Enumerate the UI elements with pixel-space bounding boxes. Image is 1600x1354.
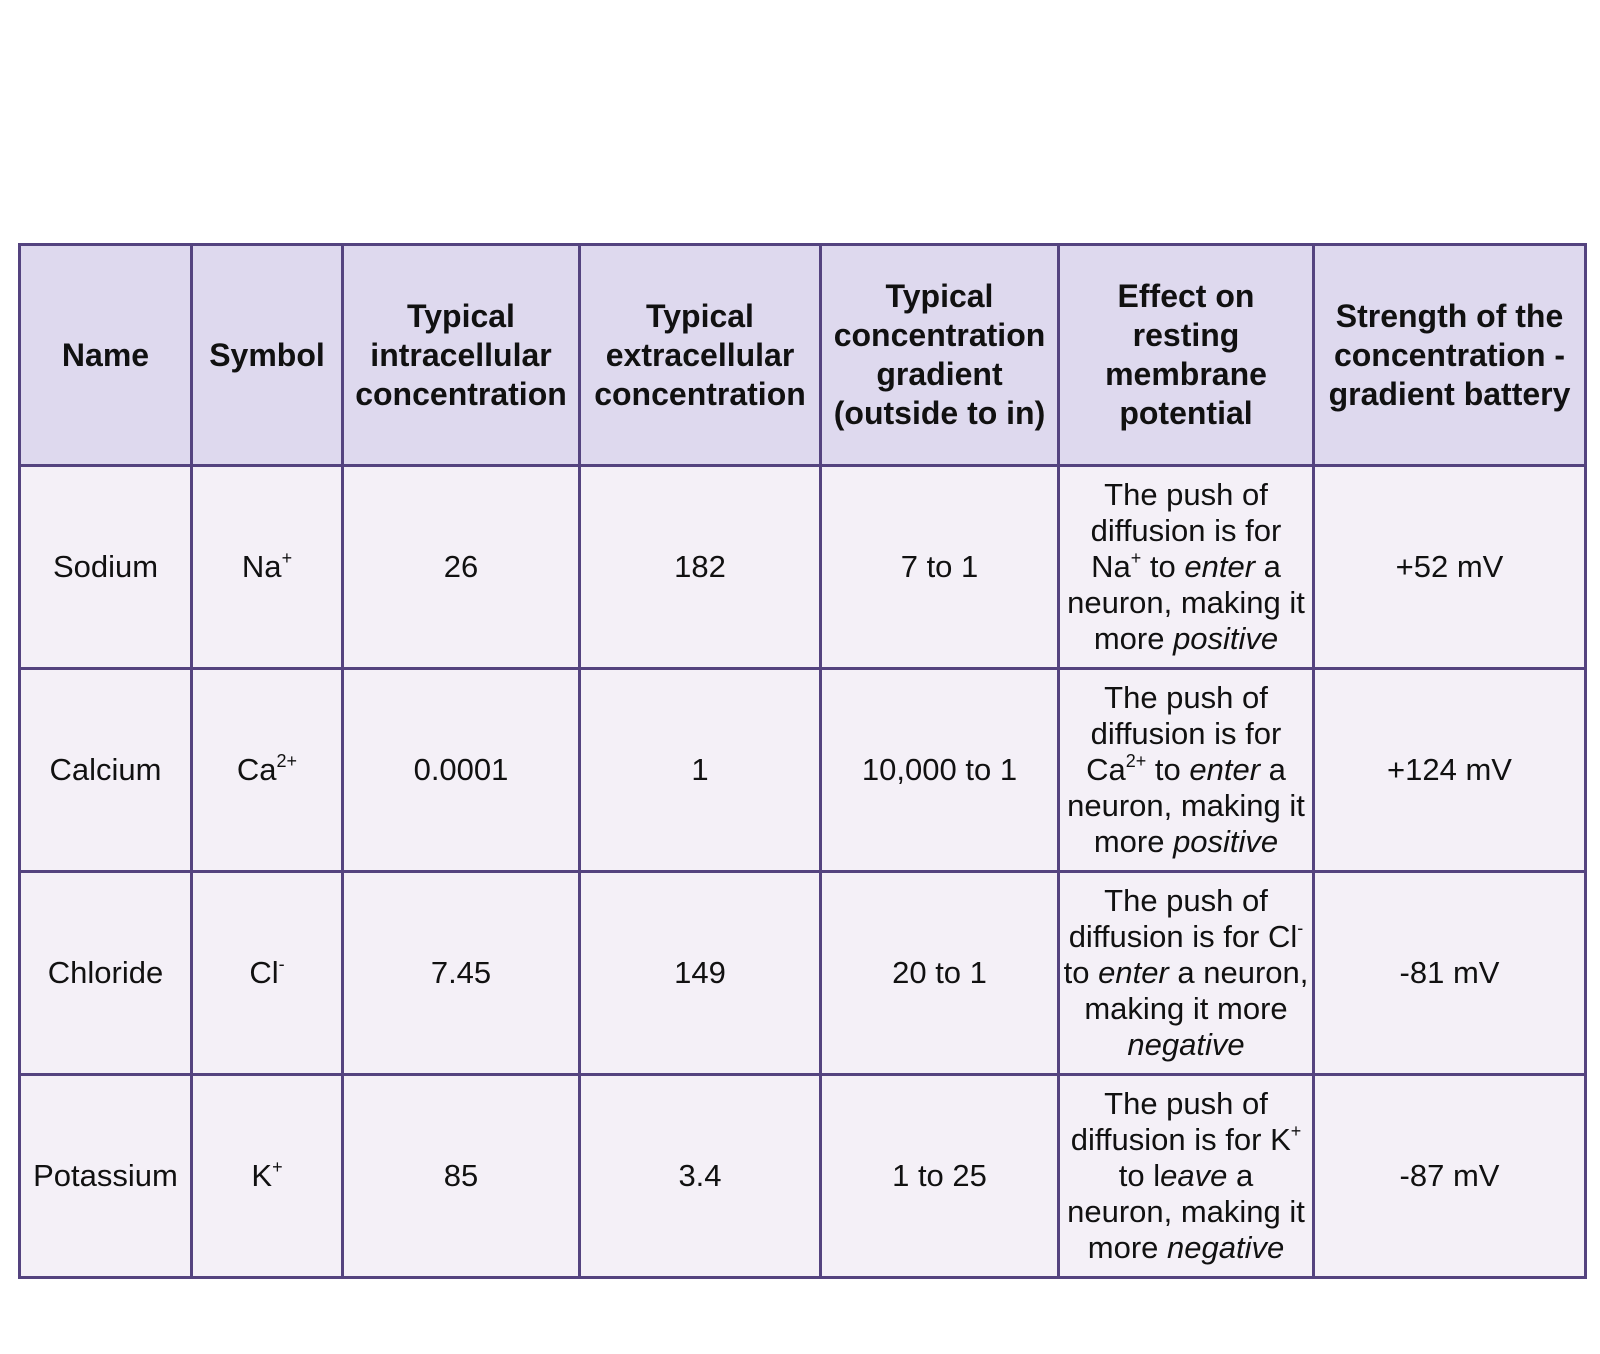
header-intracellular: Typical intracellular concentration (341, 243, 581, 467)
ion-name: Calcium (18, 667, 193, 873)
ion-name: Chloride (18, 870, 193, 1076)
effect-description: The push of diffusion is for Cl- to ente… (1057, 870, 1315, 1076)
ion-name: Sodium (18, 464, 193, 670)
symbol-charge: + (272, 1156, 283, 1177)
effect-mid: a neuron, making it more (1084, 955, 1309, 1026)
symbol-base: Ca (236, 752, 277, 787)
extracellular-value: 1 (578, 667, 822, 873)
effect-description: The push of diffusion is for K+ to leave… (1057, 1073, 1315, 1279)
gradient-value: 10,000 to 1 (819, 667, 1060, 873)
extracellular-value: 182 (578, 464, 822, 670)
intracellular-value: 85 (341, 1073, 581, 1279)
effect-ion-charge: + (1130, 547, 1142, 568)
battery-value: -81 mV (1312, 870, 1587, 1076)
symbol-base: Cl (249, 955, 279, 990)
symbol-base: Na (241, 549, 282, 584)
header-extracellular: Typical extracellular concentration (578, 243, 822, 467)
ion-symbol: Cl- (190, 870, 344, 1076)
effect-to: to (1141, 549, 1185, 584)
extracellular-value: 3.4 (578, 1073, 822, 1279)
effect-verb: enter (1184, 549, 1256, 584)
effect-result: positive (1173, 621, 1279, 656)
effect-mid: a neuron, making it more (1067, 549, 1305, 656)
battery-value: +124 mV (1312, 667, 1587, 873)
intracellular-value: 7.45 (341, 870, 581, 1076)
gradient-value: 20 to 1 (819, 870, 1060, 1076)
effect-intro: The push of diffusion is for (1068, 883, 1268, 954)
effect-ion-base: Ca (1086, 752, 1126, 787)
effect-description: The push of diffusion is for Na+ to ente… (1057, 464, 1315, 670)
header-name: Name (18, 243, 193, 467)
effect-ion-base: Na (1091, 549, 1131, 584)
header-symbol: Symbol (190, 243, 344, 467)
ion-concentration-table: Name Symbol Typical intracellular concen… (18, 243, 1587, 1279)
effect-to: to (1063, 955, 1099, 990)
gradient-value: 1 to 25 (819, 1073, 1060, 1279)
effect-ion-charge: 2+ (1125, 750, 1147, 771)
effect-verb: enter (1189, 752, 1261, 787)
table-row: Potassium K+ 85 3.4 1 to 25 The push of … (18, 1073, 1587, 1279)
effect-intro: The push of diffusion is for (1090, 477, 1282, 548)
effect-mid: a neuron, making it more (1067, 1158, 1305, 1265)
extracellular-value: 149 (578, 870, 822, 1076)
ion-symbol: Ca2+ (190, 667, 344, 873)
symbol-base: K (251, 1158, 273, 1193)
effect-intro: The push of diffusion is for (1070, 1086, 1268, 1157)
intracellular-value: 26 (341, 464, 581, 670)
symbol-charge: 2+ (276, 750, 298, 771)
table-row: Calcium Ca2+ 0.0001 1 10,000 to 1 The pu… (18, 667, 1587, 873)
effect-description: The push of diffusion is for Ca2+ to ent… (1057, 667, 1315, 873)
effect-mid: a neuron, making it more (1067, 752, 1305, 859)
header-effect: Effect on resting membrane potential (1057, 243, 1315, 467)
table-header-row: Name Symbol Typical intracellular concen… (18, 243, 1587, 467)
gradient-value: 7 to 1 (819, 464, 1060, 670)
effect-to: to l (1118, 1158, 1161, 1193)
effect-verb: eave (1160, 1158, 1228, 1193)
effect-verb: enter (1098, 955, 1169, 990)
table-row: Sodium Na+ 26 182 7 to 1 The push of dif… (18, 464, 1587, 670)
ion-name: Potassium (18, 1073, 193, 1279)
table-row: Chloride Cl- 7.45 149 20 to 1 The push o… (18, 870, 1587, 1076)
effect-ion-charge: - (1297, 917, 1304, 938)
effect-result: positive (1173, 824, 1279, 859)
battery-value: -87 mV (1312, 1073, 1587, 1279)
intracellular-value: 0.0001 (341, 667, 581, 873)
effect-intro: The push of diffusion is for (1090, 680, 1282, 751)
effect-ion-base: Cl (1268, 919, 1298, 954)
effect-ion-base: K (1270, 1122, 1291, 1157)
effect-result: negative (1127, 1027, 1245, 1062)
battery-value: +52 mV (1312, 464, 1587, 670)
header-gradient: Typical concentration gradient (outside … (819, 243, 1060, 467)
effect-ion-charge: + (1290, 1120, 1302, 1141)
symbol-charge: + (281, 547, 293, 568)
ion-symbol: K+ (190, 1073, 344, 1279)
header-battery: Strength of the concentration -gradient … (1312, 243, 1587, 467)
effect-result: negative (1167, 1230, 1285, 1265)
symbol-charge: - (278, 953, 285, 974)
effect-to: to (1146, 752, 1190, 787)
ion-symbol: Na+ (190, 464, 344, 670)
